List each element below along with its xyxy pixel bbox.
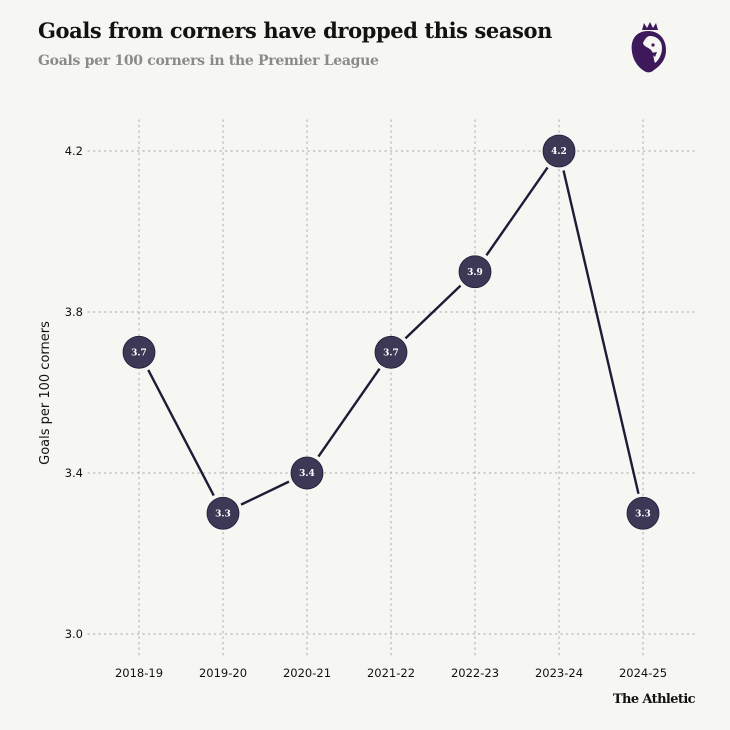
- series-line-segment: [317, 367, 381, 458]
- y-tick-label: 3.0: [65, 627, 83, 641]
- series-line-segment: [404, 284, 462, 340]
- chart-subtitle: Goals per 100 corners in the Premier Lea…: [38, 53, 379, 69]
- the-athletic-logo: The Athletic: [612, 692, 696, 707]
- series-line-segment: [485, 166, 549, 257]
- series-line-segment: [240, 480, 290, 506]
- series-line-segment: [147, 369, 215, 497]
- chart-title: Goals from corners have dropped this sea…: [38, 18, 552, 43]
- data-point: [626, 496, 660, 530]
- premier-league-lion-icon: [631, 22, 666, 73]
- data-label: 3.7: [131, 348, 147, 358]
- data-label: 3.9: [467, 268, 483, 278]
- y-tick-label: 3.4: [65, 466, 83, 480]
- data-point: [458, 255, 492, 289]
- data-point: [374, 335, 408, 369]
- data-label: 3.7: [383, 348, 399, 358]
- x-tick-label: 2020-21: [283, 666, 331, 680]
- data-point: [290, 456, 324, 490]
- x-tick-label: 2021-22: [367, 666, 415, 680]
- y-tick-label: 3.8: [65, 305, 83, 319]
- x-tick-label: 2022-23: [451, 666, 499, 680]
- data-label: 3.4: [299, 469, 315, 479]
- data-point: [206, 496, 240, 530]
- x-tick-label: 2024-25: [619, 666, 667, 680]
- series-line-segment: [562, 170, 640, 495]
- x-tick-label: 2023-24: [535, 666, 583, 680]
- data-label: 3.3: [215, 509, 231, 519]
- x-tick-label: 2018-19: [115, 666, 163, 680]
- data-point: [542, 134, 576, 168]
- y-axis-label: Goals per 100 corners: [38, 321, 53, 465]
- x-tick-label: 2019-20: [199, 666, 247, 680]
- data-point: [122, 335, 156, 369]
- y-tick-label: 4.2: [65, 144, 83, 158]
- data-label: 4.2: [551, 147, 567, 157]
- data-label: 3.3: [635, 509, 651, 519]
